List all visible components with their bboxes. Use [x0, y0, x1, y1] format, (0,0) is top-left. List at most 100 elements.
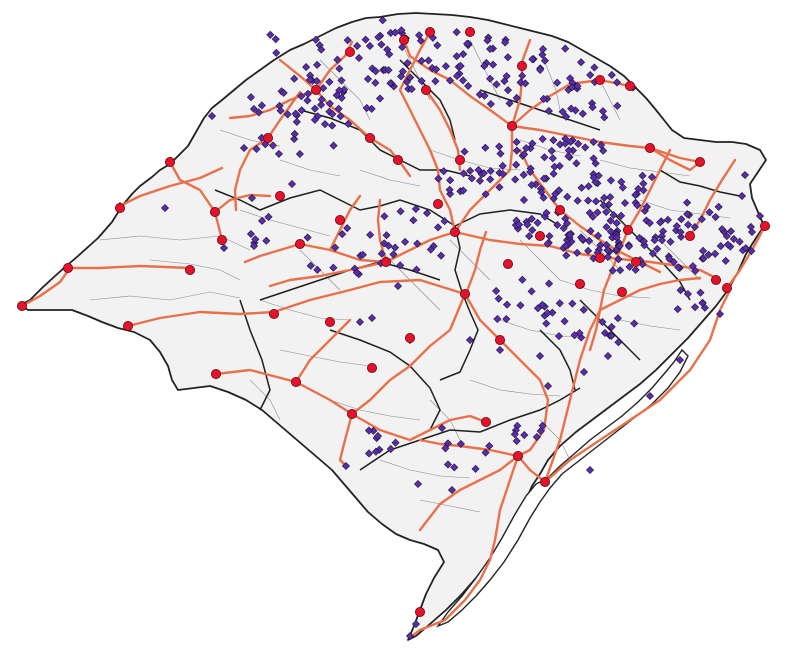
- site-marker: [755, 211, 765, 221]
- city-marker: [513, 450, 524, 461]
- site-marker: [558, 107, 567, 116]
- site-marker: [426, 245, 435, 254]
- site-marker: [532, 432, 541, 442]
- site-marker: [375, 94, 385, 103]
- city-marker: [262, 132, 273, 143]
- site-marker: [560, 317, 569, 326]
- site-marker: [258, 216, 267, 225]
- site-marker: [561, 241, 570, 250]
- site-marker: [589, 137, 598, 147]
- site-marker: [290, 74, 299, 83]
- site-marker: [698, 299, 707, 308]
- site-marker: [417, 56, 426, 65]
- site-marker: [310, 115, 319, 124]
- site-marker: [502, 72, 511, 81]
- site-marker: [606, 216, 615, 225]
- site-marker: [544, 106, 553, 116]
- site-marker: [443, 460, 453, 469]
- site-marker: [593, 208, 602, 217]
- site-marker: [398, 43, 407, 52]
- site-marker: [613, 78, 622, 87]
- site-marker: [714, 202, 723, 211]
- site-markers: [115, 16, 765, 641]
- site-marker: [446, 76, 455, 85]
- site-marker: [503, 86, 513, 95]
- site-marker: [567, 104, 576, 113]
- city-marker: [324, 316, 335, 327]
- site-marker: [614, 255, 623, 264]
- site-marker: [447, 485, 457, 495]
- city-marker: [494, 334, 505, 345]
- site-marker: [512, 160, 521, 169]
- site-marker: [591, 197, 601, 206]
- city-marker: [115, 202, 126, 213]
- site-marker: [536, 65, 545, 74]
- site-marker: [586, 226, 595, 236]
- site-marker: [620, 199, 630, 208]
- site-marker: [572, 159, 581, 168]
- site-marker: [589, 154, 598, 163]
- site-marker: [542, 208, 551, 217]
- site-marker: [486, 166, 495, 176]
- site-marker: [718, 225, 727, 234]
- site-marker: [538, 135, 547, 144]
- city-marker: [575, 278, 586, 289]
- site-marker: [603, 351, 613, 361]
- site-marker: [262, 236, 271, 245]
- city-marker: [210, 368, 221, 379]
- site-marker: [597, 140, 606, 149]
- site-marker: [618, 183, 627, 192]
- site-marker: [515, 220, 524, 229]
- site-marker: [638, 171, 647, 180]
- site-marker: [607, 322, 616, 331]
- site-marker: [565, 230, 574, 239]
- site-marker: [290, 134, 299, 143]
- site-marker: [297, 92, 306, 101]
- site-marker: [334, 104, 343, 113]
- site-marker: [737, 191, 747, 201]
- site-marker: [598, 317, 607, 327]
- site-marker: [403, 59, 412, 68]
- site-marker: [538, 421, 547, 430]
- site-marker: [696, 288, 705, 297]
- site-marker: [559, 224, 568, 233]
- site-marker: [386, 444, 395, 453]
- city-markers: [16, 26, 771, 618]
- site-marker: [459, 186, 468, 195]
- site-marker: [384, 66, 393, 75]
- site-marker: [635, 234, 644, 243]
- site-marker: [331, 243, 340, 252]
- site-marker: [533, 304, 542, 313]
- site-marker: [377, 249, 386, 258]
- site-marker: [673, 305, 682, 314]
- site-marker: [527, 180, 536, 189]
- site-marker: [675, 355, 685, 365]
- site-marker: [603, 246, 612, 255]
- site-marker: [338, 230, 347, 239]
- city-marker: [364, 132, 375, 143]
- city-marker: [625, 81, 636, 92]
- city-marker: [432, 198, 443, 209]
- site-marker: [548, 308, 557, 317]
- site-marker: [589, 173, 598, 182]
- city-marker: [464, 26, 475, 37]
- site-marker: [291, 109, 300, 118]
- site-marker: [292, 117, 301, 126]
- site-marker: [599, 201, 608, 210]
- site-marker: [440, 217, 449, 226]
- site-marker: [566, 137, 575, 146]
- site-marker: [697, 215, 706, 224]
- site-marker: [594, 231, 603, 240]
- site-marker: [549, 136, 558, 145]
- site-marker: [437, 423, 447, 433]
- site-marker: [609, 211, 618, 220]
- site-marker: [721, 256, 730, 265]
- city-marker: [334, 214, 345, 225]
- site-marker: [411, 619, 421, 629]
- site-marker: [722, 232, 731, 241]
- site-marker: [219, 243, 229, 253]
- site-marker: [498, 161, 507, 170]
- site-marker: [337, 76, 346, 85]
- site-marker: [520, 431, 529, 440]
- site-marker: [553, 78, 562, 87]
